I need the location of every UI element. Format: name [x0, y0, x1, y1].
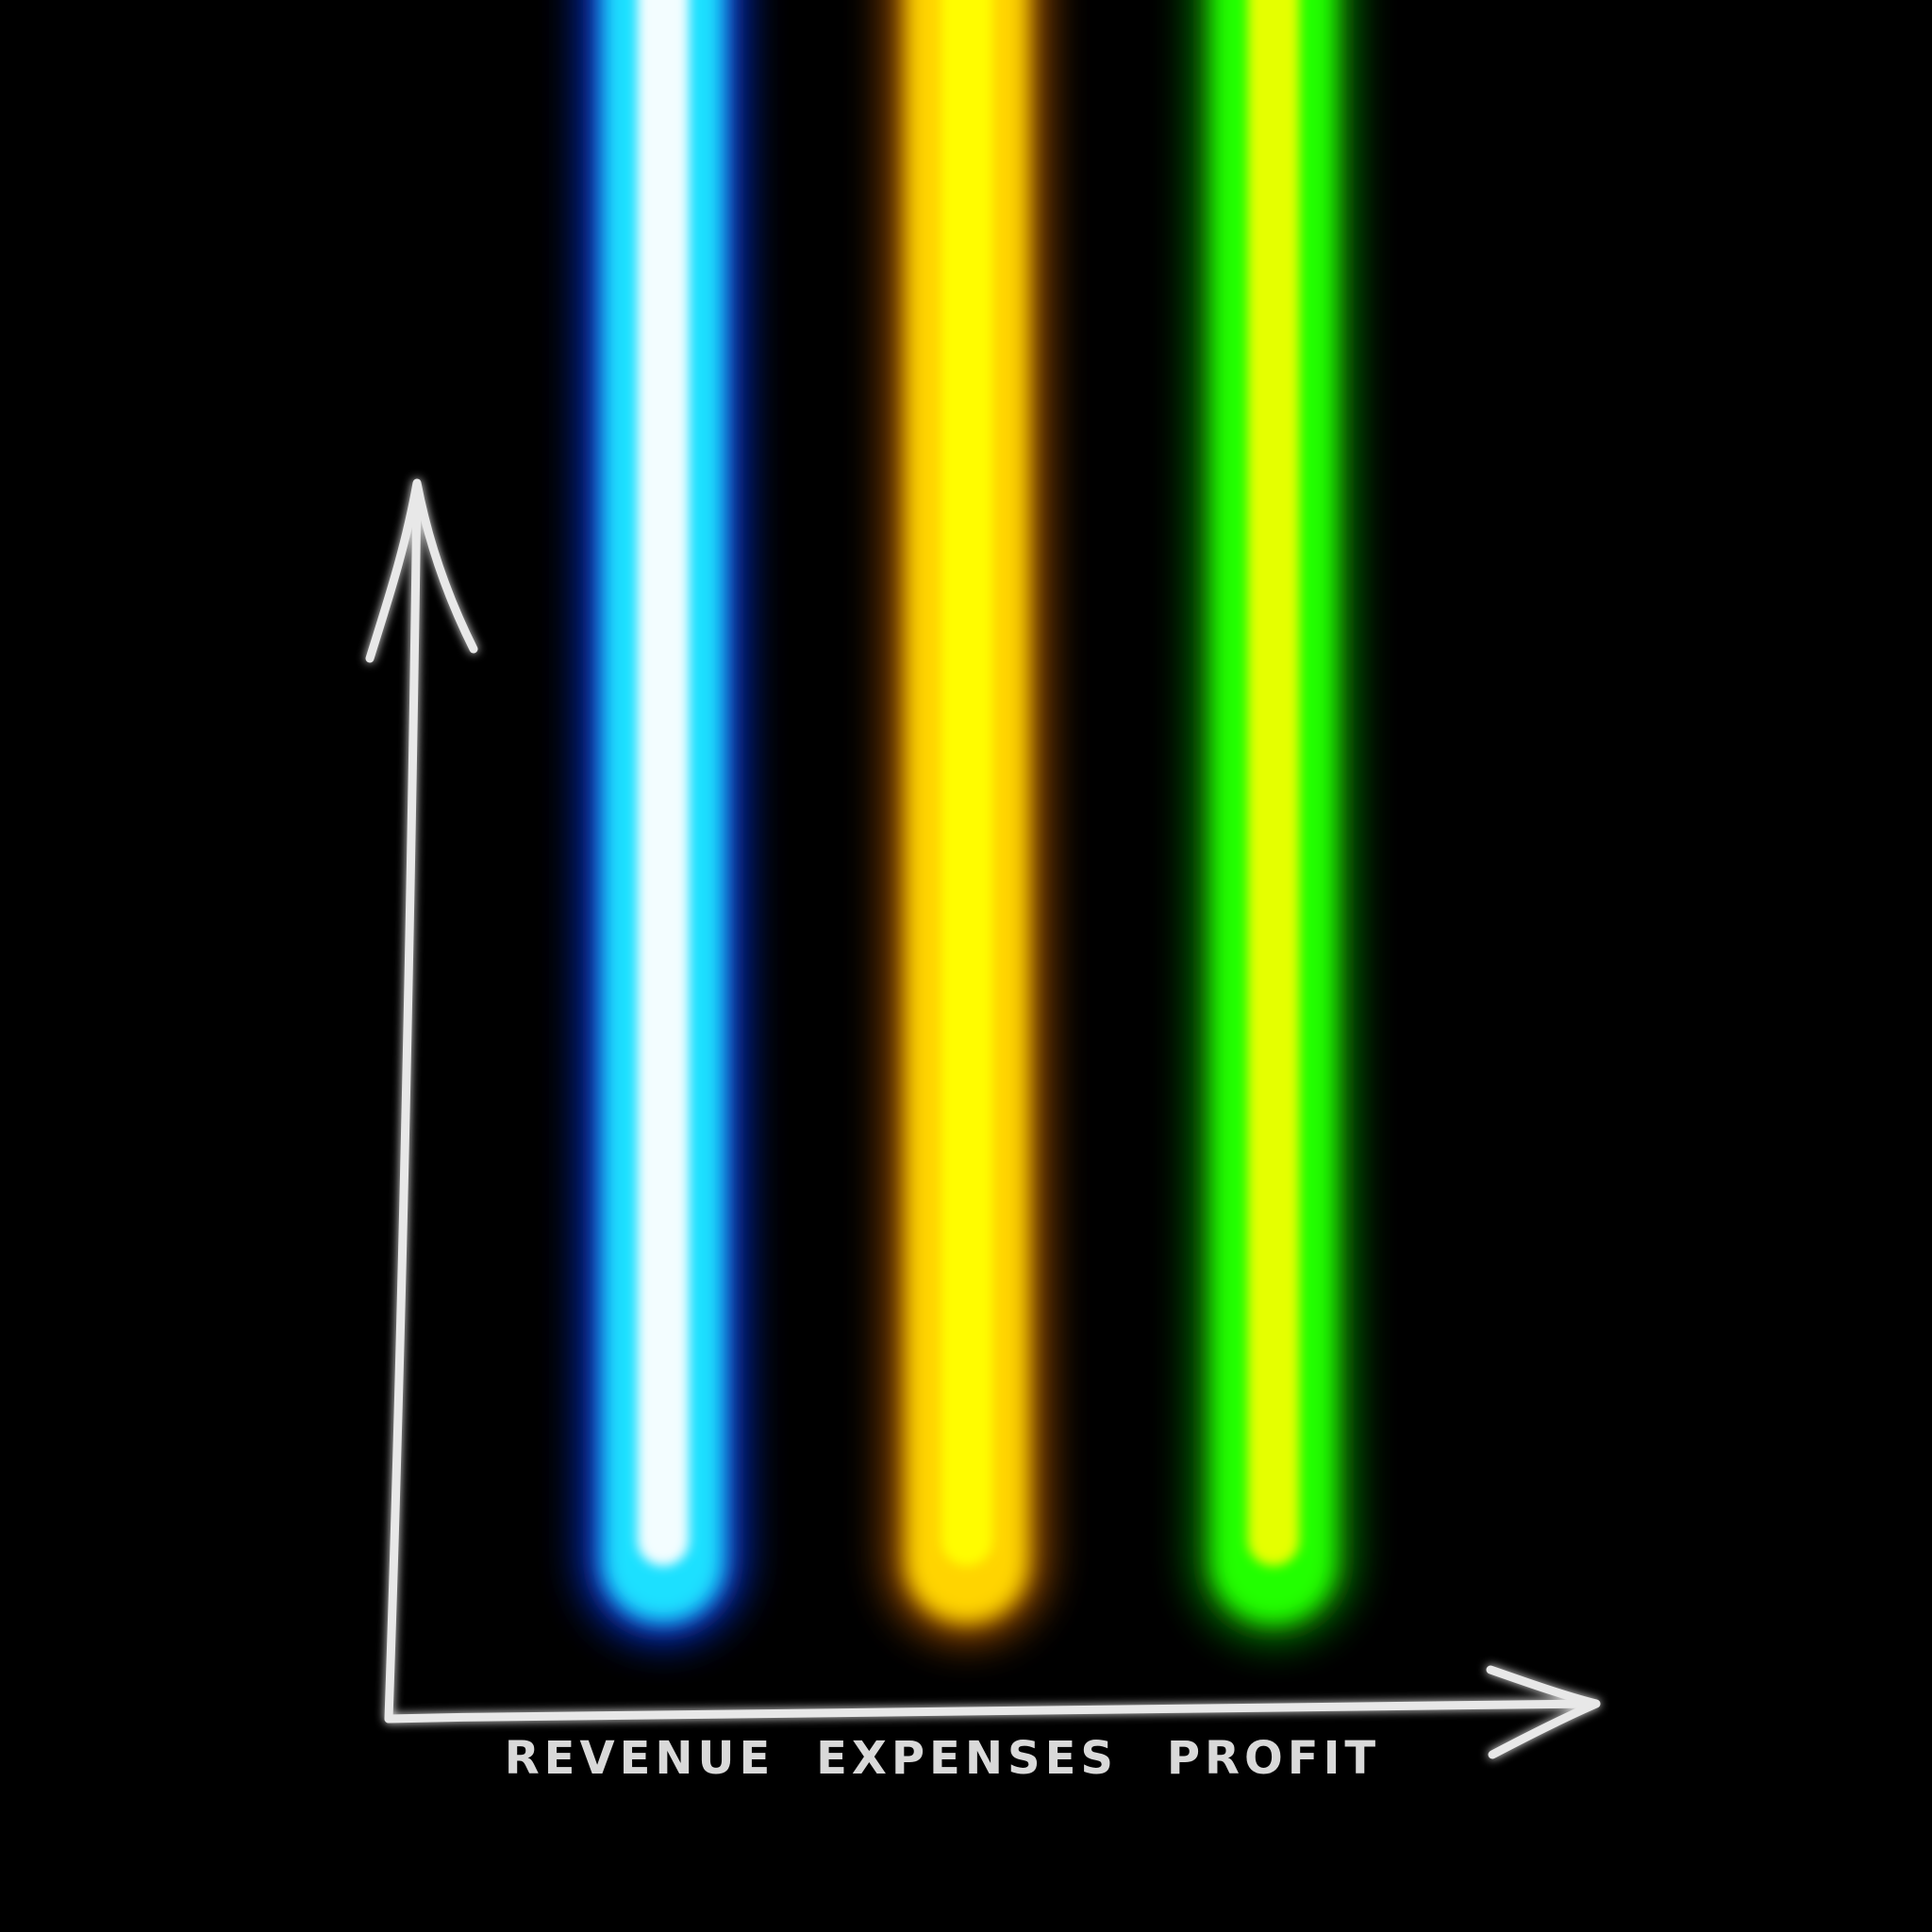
- bar-revenue: [583, 0, 743, 1641]
- x-tick-label-revenue: REVENUE: [505, 1732, 775, 1785]
- bars: [583, 0, 1354, 1641]
- y-axis-arrow-icon: [365, 478, 478, 663]
- bar-expenses-core: [941, 0, 993, 1566]
- y-axis-line: [384, 486, 422, 1724]
- x-tick-label-profit: PROFIT: [1167, 1732, 1380, 1785]
- x-tick-label-expenses: EXPENSES: [816, 1732, 1118, 1785]
- bar-profit-core: [1247, 0, 1300, 1566]
- bar-revenue-core: [637, 0, 690, 1566]
- bar-expenses: [887, 0, 1047, 1641]
- x-axis-line: [384, 1699, 1599, 1724]
- x-axis-arrow-icon: [1486, 1665, 1601, 1759]
- bar-profit: [1193, 0, 1354, 1641]
- axes: [365, 478, 1601, 1759]
- x-tick-labels: REVENUE EXPENSES PROFIT: [505, 1732, 1380, 1785]
